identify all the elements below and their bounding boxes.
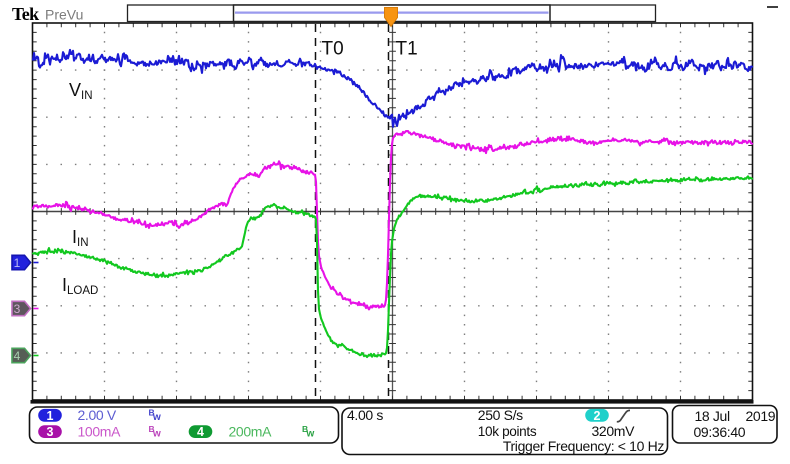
svg-text:320mV: 320mV (592, 423, 636, 439)
svg-text:1: 1 (47, 409, 54, 423)
svg-text:09:36:40: 09:36:40 (694, 424, 746, 440)
svg-text:10k points: 10k points (478, 424, 537, 439)
svg-text:2: 2 (594, 409, 601, 423)
svg-text:T0: T0 (322, 39, 344, 60)
svg-text:w: w (306, 428, 315, 439)
svg-text:w: w (152, 412, 161, 423)
svg-text:B: B (149, 424, 155, 434)
svg-text:PreVu: PreVu (45, 7, 83, 23)
svg-text:2019: 2019 (746, 408, 776, 424)
svg-text:100mA: 100mA (78, 423, 122, 439)
svg-text:4: 4 (197, 425, 204, 439)
svg-text:B: B (149, 408, 155, 418)
svg-text:1: 1 (14, 256, 21, 270)
svg-text:B: B (302, 424, 308, 434)
svg-text:3: 3 (47, 425, 54, 439)
svg-text:3: 3 (14, 302, 21, 316)
svg-text:2.00 V: 2.00 V (78, 407, 117, 423)
svg-text:Tek: Tek (12, 4, 39, 24)
svg-text:VIN: VIN (69, 80, 93, 102)
svg-text:IIN: IIN (72, 227, 89, 249)
svg-text:w: w (152, 428, 161, 439)
svg-text:Trigger Frequency: < 10 Hz: Trigger Frequency: < 10 Hz (503, 438, 665, 454)
svg-text:250 S/s: 250 S/s (478, 407, 523, 423)
svg-text:200mA: 200mA (229, 423, 273, 439)
svg-text:T1: T1 (396, 39, 418, 60)
svg-text:4: 4 (14, 349, 21, 363)
svg-text:ILOAD: ILOAD (62, 275, 98, 297)
svg-text:4.00 s: 4.00 s (347, 407, 383, 423)
svg-text:18 Jul: 18 Jul (695, 408, 730, 424)
